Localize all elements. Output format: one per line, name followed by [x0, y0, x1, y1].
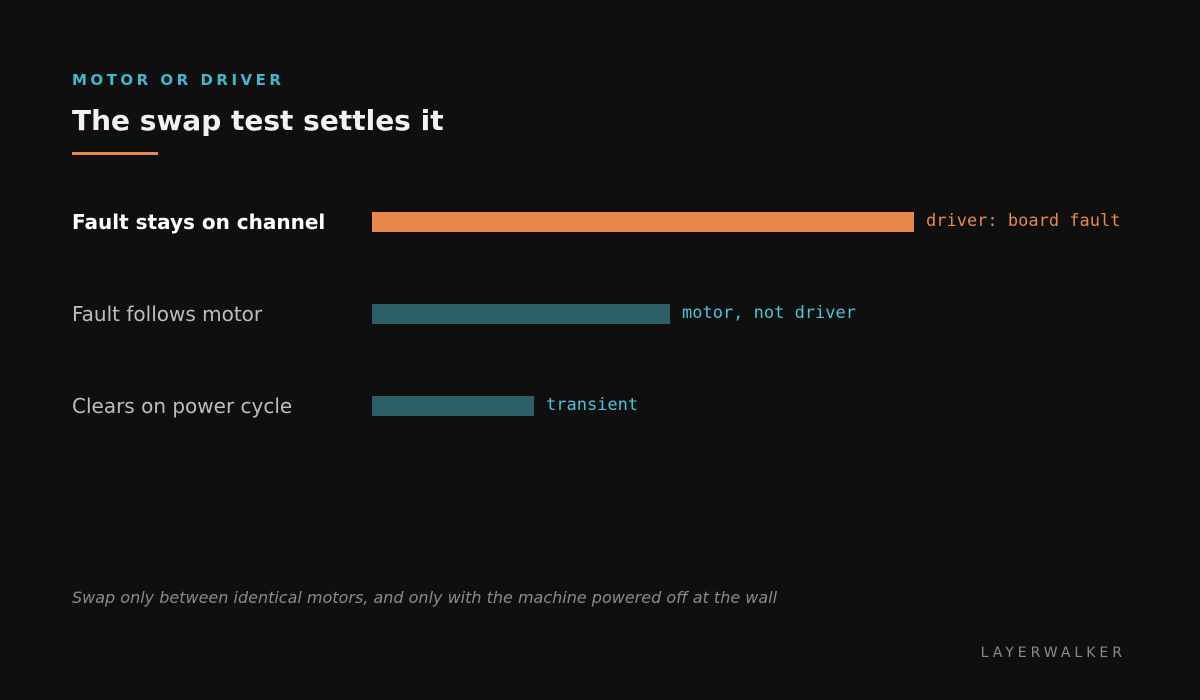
row: Fault stays on channel driver: board fau…	[0, 202, 1200, 242]
row-label: Fault follows motor	[72, 302, 263, 326]
row-label: Clears on power cycle	[72, 394, 293, 418]
bar	[372, 396, 534, 416]
row-note: motor, not driver	[682, 303, 856, 323]
title-underline	[72, 152, 158, 155]
row: Clears on power cycle transient	[0, 386, 1200, 426]
row-label: Fault stays on channel	[72, 210, 326, 234]
title: The swap test settles it	[72, 104, 444, 137]
footnote: Swap only between identical motors, and …	[72, 588, 778, 607]
row-note: transient	[546, 395, 639, 415]
bar	[372, 212, 914, 232]
row-note: driver: board fault	[926, 211, 1121, 231]
row: Fault follows motor motor, not driver	[0, 294, 1200, 334]
kicker: MOTOR OR DRIVER	[72, 71, 285, 89]
brand: LAYERWALKER	[980, 645, 1126, 661]
bar	[372, 304, 670, 324]
